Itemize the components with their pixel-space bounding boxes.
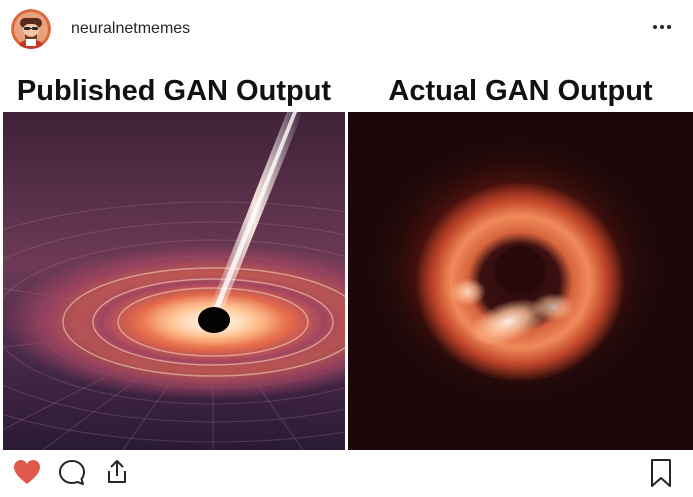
heart-icon bbox=[14, 460, 40, 484]
like-button[interactable] bbox=[12, 458, 42, 491]
published-output-image bbox=[3, 112, 345, 450]
more-options-icon[interactable] bbox=[648, 16, 676, 38]
post-image[interactable]: Published GAN Output Actual GAN Output bbox=[0, 58, 693, 450]
comment-button[interactable] bbox=[57, 458, 87, 491]
actual-output-image bbox=[348, 112, 693, 450]
comment-icon bbox=[59, 460, 85, 485]
share-icon bbox=[108, 460, 126, 483]
avatar-image bbox=[11, 9, 51, 49]
action-bar bbox=[0, 450, 693, 497]
left-caption: Published GAN Output bbox=[16, 75, 332, 107]
post-header: neuralnetmemes bbox=[0, 0, 693, 58]
username[interactable]: neuralnetmemes bbox=[71, 20, 191, 37]
share-button[interactable] bbox=[103, 458, 131, 491]
bookmark-icon bbox=[651, 459, 671, 487]
save-button[interactable] bbox=[648, 458, 674, 493]
right-caption: Actual GAN Output bbox=[388, 75, 653, 107]
avatar[interactable] bbox=[11, 9, 51, 49]
